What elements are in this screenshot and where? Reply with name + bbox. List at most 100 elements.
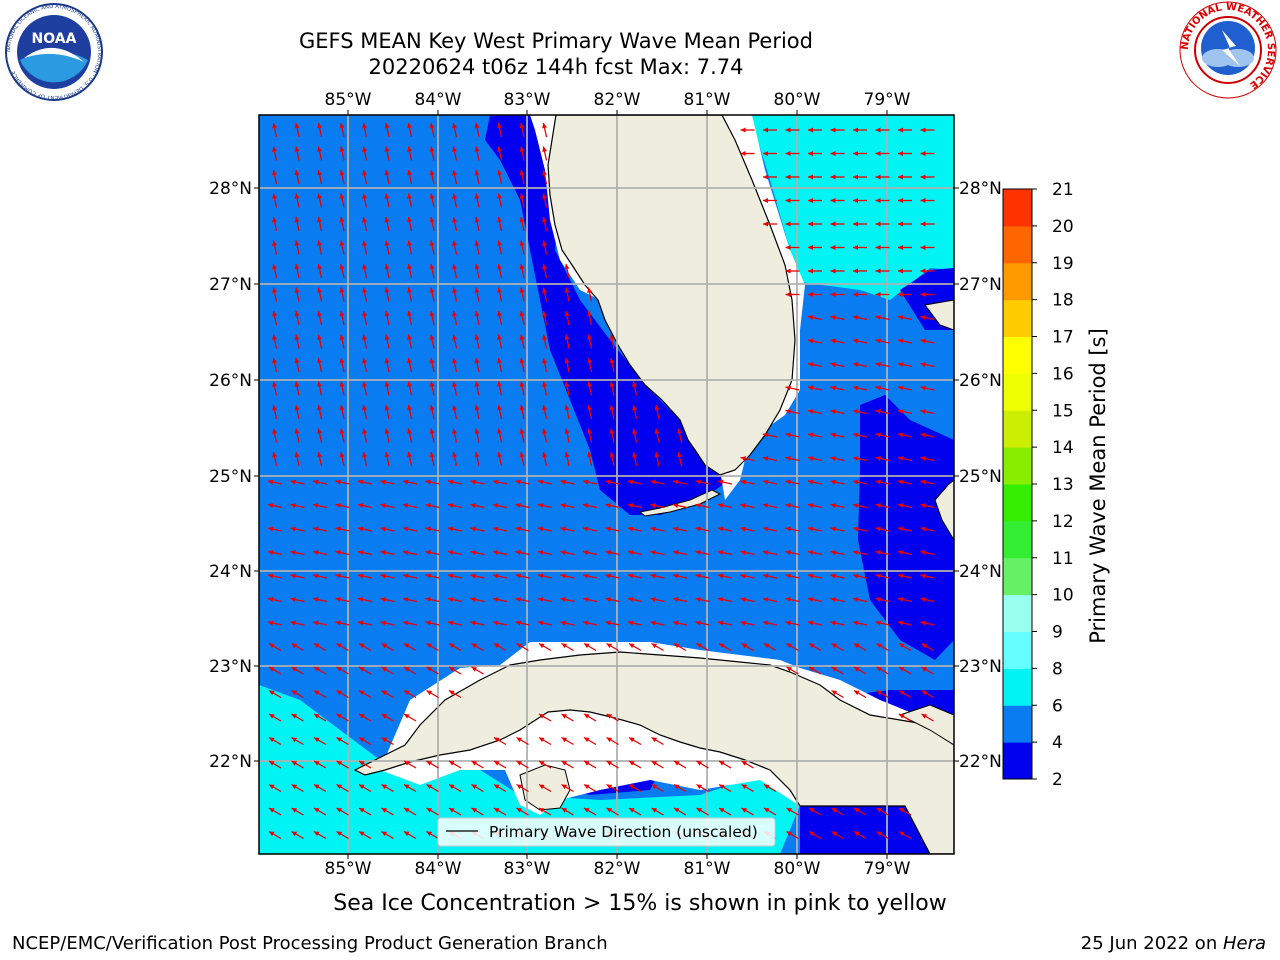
wave-arrow (492, 527, 508, 532)
wave-arrow-head (448, 573, 454, 579)
wave-arrow-head (339, 217, 345, 223)
wave-arrow (852, 362, 868, 368)
wave-arrow (852, 503, 868, 509)
wave-arrow-head (384, 146, 390, 152)
wave-arrow (852, 527, 868, 532)
wave-arrow (807, 386, 823, 391)
wave-arrow-head (494, 643, 500, 649)
wave-arrow-head (584, 643, 590, 649)
wave-arrow (830, 339, 845, 344)
wave-arrow (448, 783, 462, 793)
wave-arrow-head (853, 127, 858, 133)
wave-arrow-head (808, 432, 814, 438)
wave-arrow-head (493, 573, 499, 579)
wave-arrow (852, 550, 868, 556)
wave-arrow-head (335, 479, 341, 485)
wave-arrow-head (808, 620, 814, 626)
wave-arrow-head (470, 526, 476, 532)
wave-arrow (542, 146, 548, 161)
wave-arrow-head (920, 550, 926, 555)
wave-arrow (920, 574, 935, 579)
wave-arrow-head (650, 479, 656, 485)
wave-arrow-head (381, 667, 388, 672)
wave-arrow (452, 310, 458, 326)
wave-arrow (605, 597, 620, 603)
wave-arrow (785, 386, 800, 391)
wave-arrow-head (898, 432, 904, 438)
wave-arrow-head (272, 146, 277, 152)
wave-arrow-head (358, 550, 364, 555)
wave-arrow (267, 550, 283, 556)
wave-arrow-head (407, 334, 412, 340)
wave-arrow-head (539, 737, 545, 743)
wave-arrow (497, 381, 503, 396)
wave-arrow (272, 357, 278, 373)
wave-arrow (407, 287, 413, 302)
wave-arrow (317, 216, 323, 232)
wave-arrow (587, 381, 593, 396)
wave-arrow-head (290, 479, 296, 485)
wave-arrow (358, 830, 372, 840)
wave-arrow-head (404, 643, 410, 649)
wave-arrow-head (519, 334, 525, 340)
wave-arrow-head (763, 127, 768, 133)
wave-arrow-head (474, 334, 480, 340)
wave-arrow (786, 666, 799, 675)
wave-arrow-head (519, 452, 525, 458)
wave-arrow-head (921, 667, 928, 672)
wave-arrow-head (628, 526, 634, 532)
wave-arrow-head (605, 479, 611, 485)
wave-arrow (672, 621, 688, 626)
wave-arrow-head (808, 573, 814, 579)
wave-arrow (362, 193, 368, 208)
wave-arrow (268, 783, 282, 793)
wave-arrow-head (317, 311, 322, 317)
wave-arrow (606, 807, 619, 816)
wave-arrow-head (718, 550, 724, 555)
wave-arrow-head (313, 597, 319, 602)
wave-arrow (362, 451, 368, 467)
wave-arrow (695, 550, 710, 556)
wave-arrow (565, 428, 570, 443)
wave-arrow-head (696, 761, 703, 766)
wave-arrow-head (362, 405, 367, 411)
wave-arrow (402, 480, 418, 485)
wave-arrow (583, 713, 597, 722)
wave-arrow-head (830, 409, 836, 414)
wave-arrow (291, 666, 304, 675)
wave-arrow-head (809, 643, 815, 649)
wave-arrow-head (560, 620, 566, 626)
wave-arrow-head (695, 573, 701, 579)
wave-arrow-head (268, 503, 274, 508)
wave-arrow (785, 409, 800, 415)
wave-arrow (741, 830, 754, 840)
wave-arrow-head (628, 479, 634, 485)
wave-arrow-head (452, 405, 457, 411)
wave-arrow-head (785, 573, 791, 579)
wave-arrow (470, 550, 485, 556)
wave-arrow (583, 760, 597, 769)
wave-arrow-head (853, 456, 859, 461)
wave-arrow (875, 503, 890, 509)
wave-arrow (520, 263, 525, 279)
wave-arrow (317, 310, 323, 326)
wave-arrow (897, 456, 913, 462)
wave-arrow (632, 428, 638, 443)
wave-arrow-head (875, 432, 881, 438)
wave-arrow-head (899, 643, 905, 649)
wave-arrow (655, 428, 660, 443)
wave-arrow-head (564, 381, 570, 387)
wave-arrow (471, 830, 484, 840)
wave-arrow-head (606, 737, 613, 743)
wave-arrow (920, 527, 935, 532)
colorbar-tick-label: 17 (1052, 328, 1074, 348)
colorbar-segment (1003, 705, 1032, 743)
wave-arrow (672, 550, 688, 556)
cuba-land (353, 651, 954, 854)
wave-arrow (520, 310, 525, 326)
wave-arrow-head (564, 358, 570, 364)
wave-arrow (267, 480, 283, 485)
wave-arrow-head (497, 240, 502, 246)
wave-arrow-head (474, 358, 480, 364)
wave-arrow (268, 760, 282, 769)
